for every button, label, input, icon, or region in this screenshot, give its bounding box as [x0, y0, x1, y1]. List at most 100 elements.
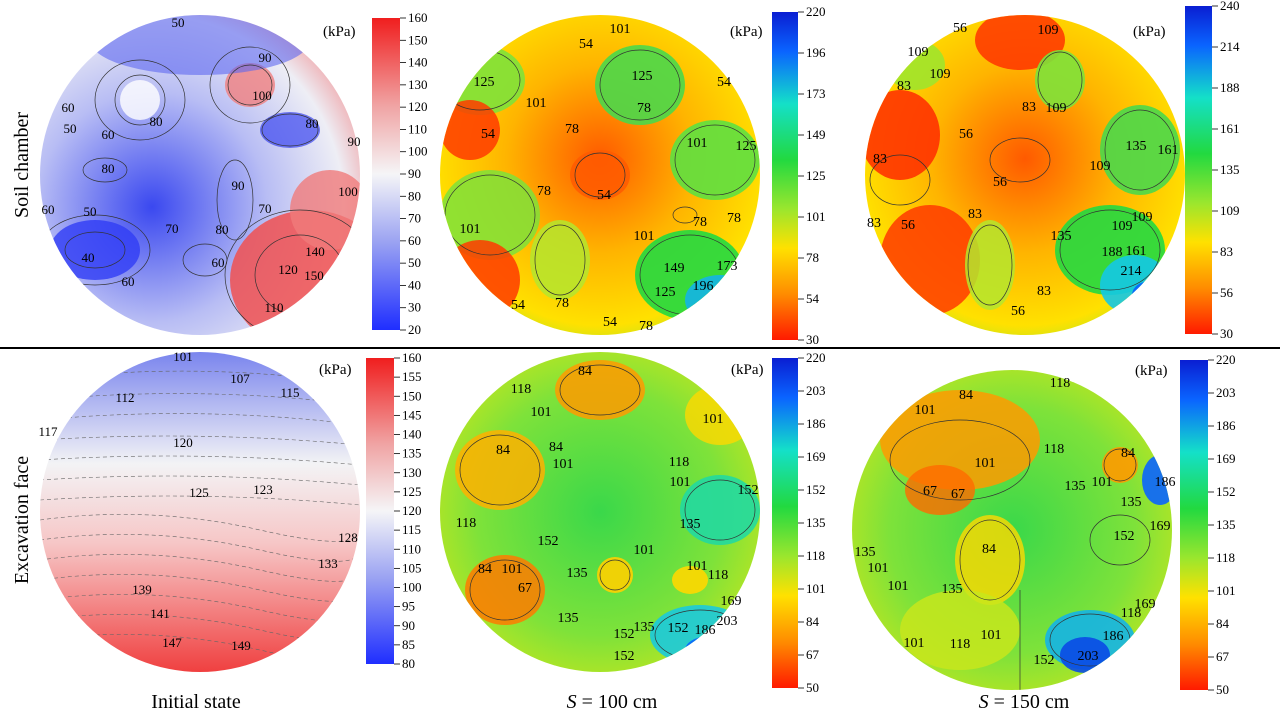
contour-label: 101 — [703, 412, 724, 427]
contour-label: 84 — [1121, 446, 1135, 461]
colorbar-unit-3: (kPa) — [1133, 24, 1166, 40]
colorbar-tick-label: 85 — [402, 637, 415, 652]
contour-label: 135 — [855, 545, 876, 560]
colorbar-tick-label: 240 — [1220, 0, 1240, 13]
contour-label: 109 — [930, 67, 951, 82]
contour-label: 101 — [634, 229, 655, 244]
contour-label: 101 — [1092, 475, 1113, 490]
contour-label: 110 — [264, 300, 283, 315]
contour-label: 101 — [687, 136, 708, 151]
contour-label: 80 — [102, 161, 115, 176]
colorbar-tick-label: 100 — [402, 580, 422, 595]
colorbar-tick-label: 115 — [402, 522, 421, 537]
contour-label: 84 — [478, 562, 492, 577]
contour-label: 123 — [253, 482, 273, 497]
colorbar-tick-label: 150 — [402, 388, 422, 403]
contour-label: 109 — [1038, 23, 1059, 38]
contour-label: 54 — [511, 298, 525, 313]
colorbar-tick-label: 125 — [402, 484, 422, 499]
colorbar-5 — [772, 358, 798, 688]
colorbar-tick-label: 135 — [1220, 162, 1240, 177]
contour-label: 83 — [873, 152, 887, 167]
contour-label: 203 — [717, 614, 738, 629]
colorbar-tick-label: 150 — [408, 32, 428, 47]
colorbar-6 — [1180, 360, 1208, 690]
colorbar-tick-label: 135 — [1216, 517, 1236, 532]
colorbar-unit-6: (kPa) — [1135, 363, 1168, 379]
colorbar-tick-label: 203 — [1216, 385, 1236, 400]
colorbar-tick-label: 78 — [806, 250, 819, 265]
colorbar-tick-label: 40 — [408, 277, 421, 292]
colorbar-tick-label: 169 — [1216, 451, 1236, 466]
contour-label: 188 — [1102, 245, 1123, 260]
contour-label: 100 — [338, 184, 358, 199]
contour-label: 101 — [868, 561, 889, 576]
contour-label: 152 — [614, 649, 635, 664]
contour-label: 78 — [693, 215, 707, 230]
caption-s-150: S = 150 cm — [979, 691, 1070, 713]
contour-label: 50 — [172, 15, 185, 30]
contour-label: 140 — [305, 244, 325, 259]
colorbar-tick-label: 145 — [402, 407, 422, 422]
contour-label: 67 — [923, 484, 937, 499]
contour-label: 84 — [959, 388, 973, 403]
contour-label: 67 — [518, 581, 532, 596]
contour-label: 161 — [1126, 244, 1147, 259]
contour-label: 78 — [555, 296, 569, 311]
colorbar-tick-label: 130 — [408, 77, 428, 92]
colorbar-tick-label: 80 — [402, 656, 415, 671]
colorbar-tick-label: 155 — [402, 369, 422, 384]
contour-label: 101 — [888, 579, 909, 594]
colorbar-tick-label: 120 — [402, 503, 422, 518]
colorbar-tick-label: 67 — [806, 647, 820, 662]
colorbar-tick-label: 186 — [806, 416, 826, 431]
colorbar-tick-label: 160 — [402, 350, 422, 365]
colorbar-tick-label: 95 — [402, 599, 415, 614]
contour-label: 125 — [632, 69, 653, 84]
colorbar-tick-label: 120 — [408, 99, 428, 114]
contour-label: 107 — [230, 371, 250, 386]
contour-label: 125 — [474, 75, 495, 90]
colorbar-tick-label: 130 — [402, 465, 422, 480]
contour-label: 109 — [1132, 210, 1153, 225]
contour-label: 54 — [603, 315, 617, 330]
contour-label: 118 — [456, 516, 476, 531]
colorbar-tick-label: 105 — [402, 560, 422, 575]
panel-soil-100: 54 101 125 125 54 101 78 78 54 101 125 78 54 101 78 78 1… — [440, 4, 826, 347]
colorbar-tick-label: 60 — [408, 233, 421, 248]
colorbar-tick-label: 70 — [408, 211, 421, 226]
contour-label: 149 — [231, 638, 251, 653]
colorbar-tick-label: 161 — [1220, 121, 1240, 136]
contour-label: 118 — [950, 637, 970, 652]
panel-soil-initial: 50 90 100 60 50 60 60 80 90 80 80 90 100 70 50 80 70 40 60… — [40, 10, 428, 337]
contour-label: 125 — [736, 139, 757, 154]
contour-label: 118 — [708, 568, 728, 583]
colorbar-unit-5: (kPa) — [731, 362, 764, 378]
contour-label: 135 — [1051, 229, 1072, 244]
colorbar-tick-label: 135 — [806, 515, 826, 530]
colorbar-tick-label: 50 — [1216, 682, 1229, 697]
contour-label: 60 — [62, 100, 75, 115]
contour-label: 90 — [348, 134, 361, 149]
contour-label: 169 — [1135, 597, 1156, 612]
row-label-soil-chamber: Soil chamber — [11, 112, 33, 218]
contour-label: 84 — [982, 542, 996, 557]
contour-label: 60 — [42, 202, 55, 217]
contour-label: 214 — [1121, 264, 1142, 279]
contour-label: 152 — [538, 534, 559, 549]
colorbar-tick-label: 203 — [806, 383, 826, 398]
contour-label: 83 — [1037, 284, 1051, 299]
contour-label: 83 — [968, 207, 982, 222]
contour-label: 120 — [173, 435, 193, 450]
contour-label: 60 — [212, 255, 225, 270]
contour-label: 56 — [959, 127, 973, 142]
contour-label: 56 — [901, 218, 915, 233]
colorbar-tick-label: 67 — [1216, 649, 1230, 664]
contour-label: 109 — [908, 45, 929, 60]
colorbar-tick-label: 90 — [408, 166, 421, 181]
contour-label: 186 — [695, 623, 716, 638]
contour-label: 56 — [993, 175, 1007, 190]
